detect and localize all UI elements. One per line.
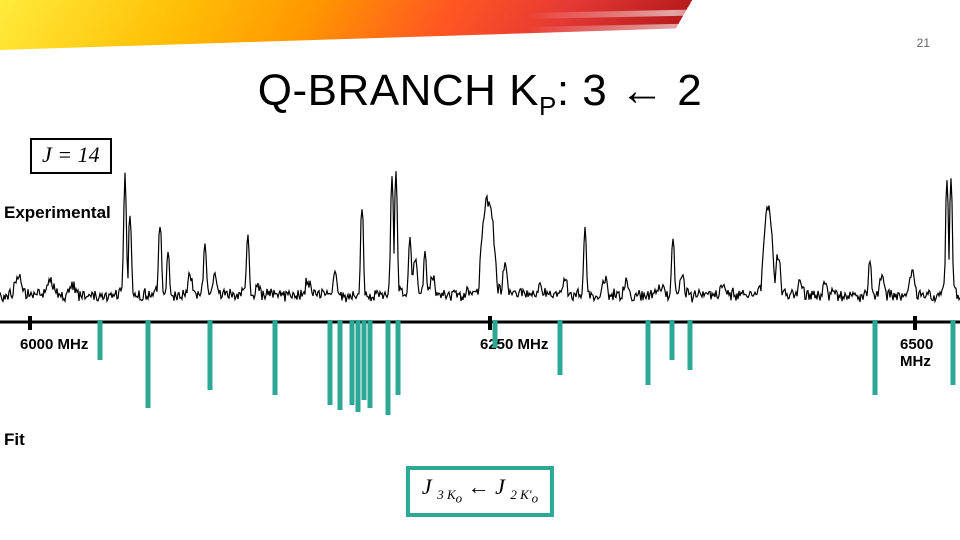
page-number: 21 bbox=[917, 36, 930, 50]
fit-label: Fit bbox=[4, 430, 25, 450]
fit-spectrum bbox=[0, 320, 960, 425]
title-arrow-icon: ← bbox=[620, 66, 665, 116]
slide-banner bbox=[0, 0, 960, 50]
transition-formula-box: J 3 Ko ← J 2 K'o bbox=[406, 466, 554, 517]
slide-title: Q-BRANCH KP: 3 ← 2 bbox=[0, 66, 960, 122]
title-suffix: : 3 bbox=[557, 66, 620, 115]
experimental-spectrum bbox=[0, 170, 960, 315]
title-prefix: Q-BRANCH K bbox=[258, 66, 539, 115]
j-value-box: J = 14 bbox=[30, 138, 112, 174]
title-tail: 2 bbox=[665, 66, 703, 115]
title-subscript: P bbox=[539, 91, 557, 121]
